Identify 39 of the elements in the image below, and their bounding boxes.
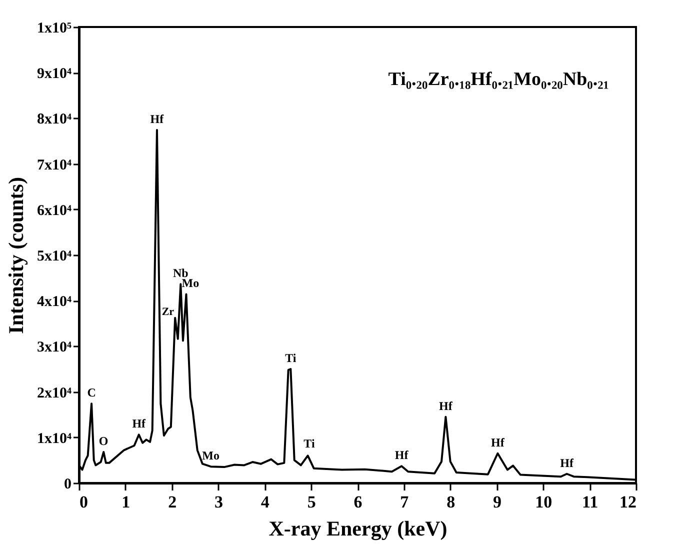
y-tick-label: 0 (64, 476, 72, 492)
annotation: Ti (285, 351, 297, 365)
x-tick-label: 5 (307, 492, 316, 512)
annotation: C (87, 386, 96, 400)
x-axis-title: X-ray Energy (keV) (268, 516, 448, 540)
y-tick-label: 6x10⁴ (37, 202, 72, 219)
annotation: Zr (162, 306, 174, 318)
x-tick-label: 7 (400, 492, 410, 512)
y-axis-title: Intensity (counts) (4, 177, 28, 334)
annotation: Hf (560, 456, 574, 470)
y-tick-label: 9x10⁴ (37, 66, 72, 82)
annotation: Hf (439, 398, 454, 413)
x-tick-label: 2 (168, 492, 177, 512)
y-tick-label: 2x10⁴ (37, 385, 72, 402)
x-tick-label: 12 (620, 492, 636, 512)
x-tick-label: 6 (354, 492, 362, 512)
x-tick-label: 4 (260, 492, 270, 512)
annotation: Ti (304, 436, 316, 450)
annotation: Hf (491, 435, 506, 450)
annotation: Ti₀.₂₀Zr₀.₁₈Hf₀.₂₁Mo₀.₂₀Nb₀.₂₁ (388, 69, 609, 90)
annotation: Hf (132, 416, 147, 431)
annotation: O (98, 434, 108, 448)
y-tick-label: 3x10⁴ (37, 340, 72, 356)
y-tick-label: 1x10⁵ (37, 20, 72, 36)
y-tick-label: 4x10⁴ (37, 294, 72, 310)
annotation: Hf (150, 112, 165, 126)
x-tick-label: 8 (446, 492, 456, 512)
x-tick-label: 11 (582, 492, 598, 512)
y-tick-label: 7x10⁴ (37, 157, 72, 174)
x-tick-label: 9 (493, 492, 502, 512)
x-tick-label: 1 (122, 492, 130, 512)
y-tick-label: 8x10⁴ (37, 112, 72, 128)
annotation: Mo (202, 448, 220, 463)
y-tick-label: 1x10⁴ (37, 430, 72, 447)
annotation: Hf (394, 448, 410, 462)
x-tick-label: 0 (80, 492, 88, 512)
y-tick-label: 5x10⁴ (37, 248, 72, 264)
x-tick-label: 3 (214, 492, 223, 512)
x-tick-label: 10 (535, 492, 552, 512)
